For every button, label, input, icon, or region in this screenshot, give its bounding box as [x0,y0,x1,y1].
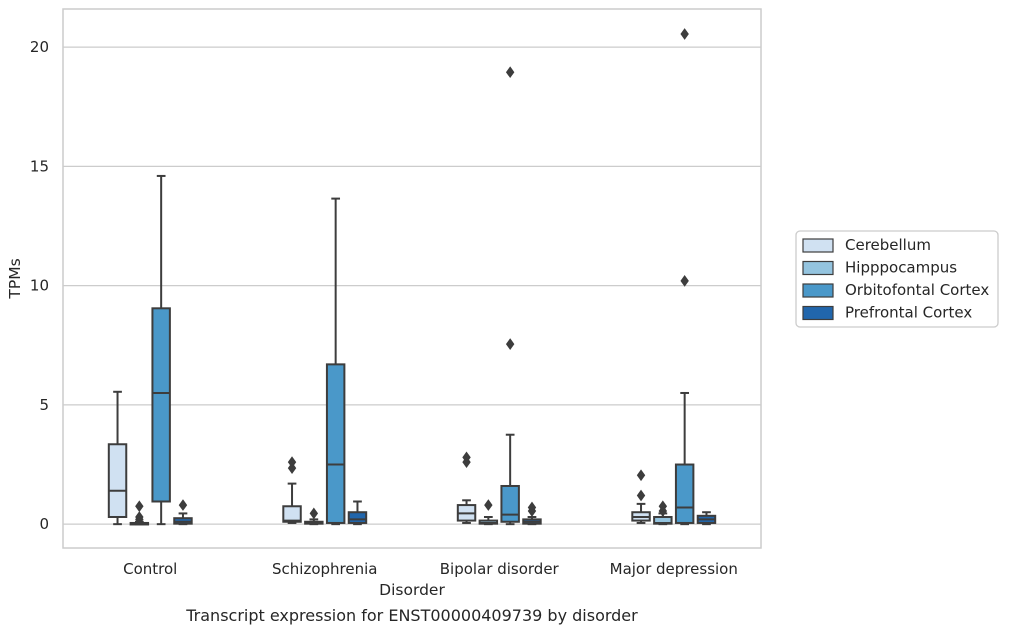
outlier-point [505,66,515,79]
legend-frame [795,230,999,328]
box-iqr [151,307,171,503]
outlier-point [680,275,689,287]
outlier-point [462,451,471,464]
legend-item-label: Cerebellum [845,236,931,254]
outlier-point [505,338,515,350]
outlier-point [309,507,319,520]
box-cerebellum [107,390,128,526]
box-prefrontal-cortex [347,500,368,526]
plot-boxes [107,28,717,526]
box-iqr [325,363,346,524]
y-tick-label: 20 [30,38,49,56]
legend-swatch [802,238,834,253]
box-orbitofontal-cortex [325,197,346,526]
box-iqr [500,484,520,523]
box-prefrontal-cortex [696,511,717,526]
outlier-point [178,499,188,511]
box-cerebellum [282,456,302,524]
legend-item-label: Prefrontal Cortex [845,304,972,322]
box-iqr [107,443,128,518]
outlier-point [527,501,537,514]
box-iqr [347,511,368,524]
box-hipppocampus [304,507,324,526]
box-prefrontal-cortex [173,499,193,526]
legend: Cerebellum Hipppocampus Orbitofontal Corte… [795,230,999,328]
box-cerebellum [456,451,477,524]
y-gridlines [63,46,761,525]
outlier-point [658,500,668,513]
box-iqr [674,463,695,524]
outlier-point [287,462,297,474]
box-iqr [282,505,302,523]
box-orbitofontal-cortex [151,174,171,526]
outlier-point [287,456,297,468]
box-hipppocampus [129,500,150,526]
plot-frame [62,8,762,549]
box-hipppocampus [653,500,673,526]
outlier-point [135,511,144,523]
box-orbitofontal-cortex [674,28,695,526]
outlier-point [135,500,144,513]
chart-caption: Transcript expression for ENST0000040973… [186,606,638,625]
box-cerebellum [631,469,651,524]
x-tick-label: Bipolar disorder [440,560,560,578]
outlier-point [636,469,646,482]
x-tick-label: Control [123,560,177,578]
y-tick-label: 5 [39,396,49,414]
outlier-point [680,28,689,40]
y-axis-label: TPMs [6,258,24,299]
legend-item-label: Orbitofontal Cortex [845,281,989,299]
outlier-point [636,489,646,502]
box-orbitofontal-cortex [500,66,520,526]
y-tick-label: 15 [30,157,49,175]
y-tick-label: 0 [39,515,49,533]
box-hipppocampus [478,499,499,526]
legend-swatch [802,305,834,321]
legend-swatch [802,260,834,276]
x-tick-label: Schizophrenia [272,560,377,578]
x-tick-label: Major depression [610,560,738,578]
x-axis-label: Disorder [379,581,445,599]
y-tick-label: 10 [30,277,49,295]
x-axis-ticks: Control Schizophrenia Bipolar disorder Majo… [123,560,738,578]
legend-swatch [802,283,834,298]
box-prefrontal-cortex [522,501,542,526]
outlier-point [484,499,493,511]
y-axis-ticks: 0 5 10 15 20 [30,38,49,533]
legend-item-label: Hipppocampus [845,259,957,277]
